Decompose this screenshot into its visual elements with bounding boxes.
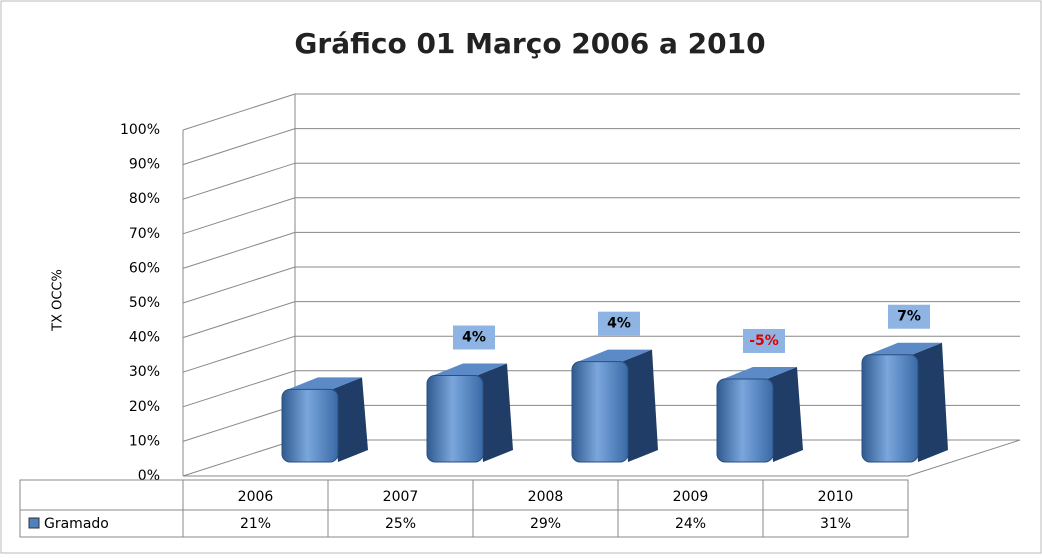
grid-line — [182, 266, 1020, 304]
x-tick-label: 2006 — [238, 489, 274, 505]
y-tick-label: 60% — [129, 260, 160, 276]
bar — [281, 388, 339, 463]
x-tick-label: 2010 — [818, 489, 854, 505]
table-value: 25% — [385, 516, 416, 532]
y-tick-label: 40% — [129, 330, 160, 346]
bar-top — [288, 377, 362, 390]
grid-line — [182, 231, 1020, 269]
y-tick-label: 70% — [129, 226, 160, 242]
bar-top — [868, 342, 942, 355]
y-tick-label: 10% — [129, 433, 160, 449]
annotation: 4% — [607, 316, 631, 332]
bar-side — [912, 342, 948, 462]
y-tick-label: 50% — [129, 295, 160, 311]
legend-swatch — [28, 517, 40, 529]
bar — [861, 354, 919, 463]
grid-line — [182, 301, 1020, 339]
bar-side — [477, 363, 513, 462]
grid-line — [182, 162, 1020, 200]
bar-top — [433, 363, 507, 376]
y-tick-label: 30% — [129, 364, 160, 380]
grid-line — [182, 197, 1020, 235]
annotation-box — [888, 304, 930, 329]
x-tick-label: 2009 — [673, 489, 709, 505]
annotation: -5% — [749, 333, 779, 349]
grid-line — [182, 93, 1020, 131]
y-tick-label: 90% — [129, 157, 160, 173]
y-axis-title: TX OCC% — [51, 269, 66, 332]
bar — [426, 375, 484, 463]
x-tick-label: 2007 — [383, 489, 419, 505]
table-value: 21% — [240, 516, 271, 532]
grid-line — [182, 128, 1020, 166]
bar — [571, 361, 629, 463]
annotation-box — [453, 325, 495, 350]
table-value: 24% — [675, 516, 706, 532]
bar-top — [723, 366, 797, 379]
annotation: 7% — [897, 309, 921, 325]
y-tick-label: 80% — [129, 191, 160, 207]
legend-label: Gramado — [44, 516, 109, 532]
y-tick-label: 20% — [129, 399, 160, 415]
bar-side — [767, 366, 803, 462]
floor — [182, 439, 1021, 477]
annotation: 4% — [462, 330, 486, 346]
bar-top — [578, 349, 652, 362]
y-tick-label: 100% — [120, 122, 160, 138]
table-value: 31% — [820, 516, 851, 532]
y-tick-label: 0% — [138, 468, 160, 484]
x-tick-label: 2008 — [528, 489, 564, 505]
chart-title: Gráfico 01 Março 2006 a 2010 — [294, 27, 765, 60]
annotation-box — [743, 328, 785, 353]
annotation-box — [598, 311, 640, 336]
bar-side — [622, 349, 658, 462]
table-value: 29% — [530, 516, 561, 532]
bar — [716, 378, 774, 463]
bar-side — [332, 377, 368, 462]
